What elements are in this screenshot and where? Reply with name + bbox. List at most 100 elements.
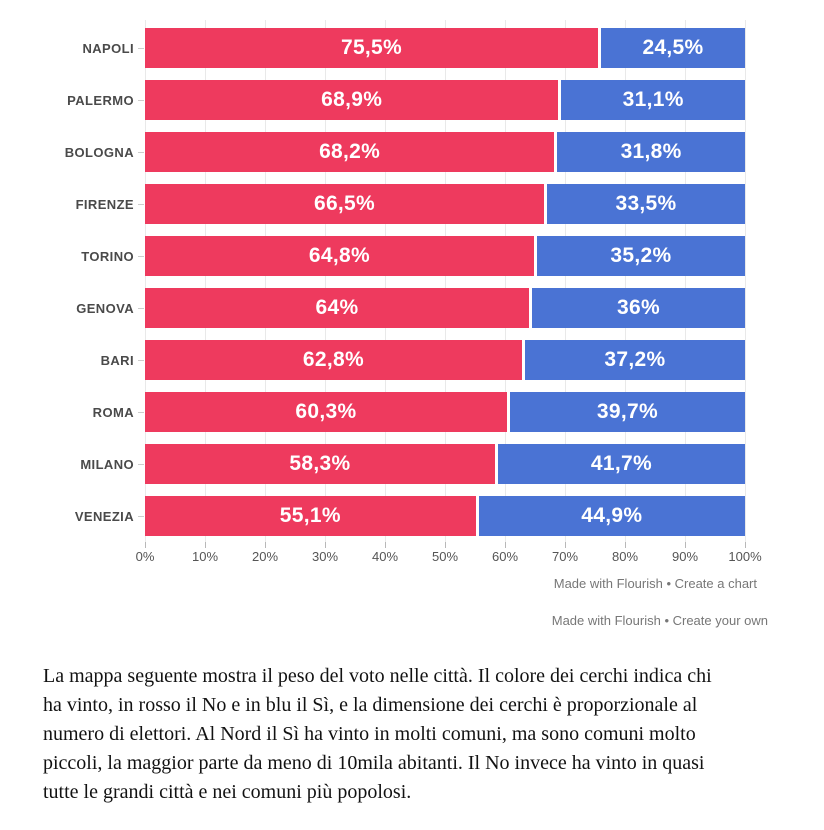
bar-segment-no[interactable]: 58,3%: [145, 444, 495, 484]
x-axis: 0% 10% 20% 30% 40% 50% 60% 70% 80% 90% 100%: [136, 542, 762, 568]
gridline: [505, 20, 506, 542]
bar-segment-si[interactable]: 41,7%: [494, 444, 745, 484]
bar-segment-no[interactable]: 68,2%: [145, 132, 555, 172]
gridline: [685, 20, 686, 542]
category-label: FIRENZE: [76, 184, 145, 224]
bar-value-label: 39,7%: [596, 400, 658, 423]
axis-tick-label: 20%: [251, 549, 279, 564]
category-label-text: MILANO: [80, 456, 134, 472]
bar-segment-si[interactable]: 35,2%: [533, 236, 745, 276]
bar-value-label: 68,2%: [319, 140, 381, 163]
category-label: VENEZIA: [75, 496, 145, 536]
axis-tick-label: 0%: [135, 549, 155, 564]
stacked-bar-chart: NAPOLI 75,5% 24,5% PALERMO 68,9% 31,1% BOLOGNA…: [65, 20, 762, 568]
bar-segment-no[interactable]: 62,8%: [145, 340, 522, 380]
category-tick-dash: [138, 47, 144, 49]
bar-rows: NAPOLI 75,5% 24,5% PALERMO 68,9% 31,1% BOLOGNA…: [65, 28, 745, 536]
axis-tick-label: 10%: [191, 549, 219, 564]
bar-value-label: 24,5%: [642, 36, 704, 59]
axis-tick: [385, 542, 386, 548]
category-label-text: NAPOLI: [82, 40, 134, 56]
category-tick-dash: [138, 307, 144, 309]
bar-value-label: 35,2%: [610, 244, 672, 267]
bar-value-label: 41,7%: [590, 452, 652, 475]
axis-tick: [325, 542, 326, 548]
bar-segment-no[interactable]: 64,8%: [145, 236, 534, 276]
category-label: MILANO: [80, 444, 145, 484]
bar-value-label: 55,1%: [279, 504, 341, 527]
bar-value-label: 31,1%: [622, 88, 684, 111]
category-tick-dash: [138, 515, 144, 517]
axis-tick-label: 50%: [431, 549, 459, 564]
paragraph-line: numero di elettori. Al Nord il Sì ha vin…: [43, 723, 696, 745]
axis-tick: [265, 542, 266, 548]
bar-value-label: 37,2%: [604, 348, 666, 371]
axis-tick: [205, 542, 206, 548]
bar-row: VENEZIA 55,1% 44,9%: [75, 496, 745, 536]
axis-tick: [685, 542, 686, 548]
bar-value-label: 33,5%: [615, 192, 677, 215]
bar-segment-no[interactable]: 75,5%: [145, 28, 598, 68]
axis-tick-label: 30%: [311, 549, 339, 564]
category-tick-dash: [138, 411, 144, 413]
bar-segment-si[interactable]: 24,5%: [598, 28, 745, 68]
gridlines: [145, 20, 746, 542]
category-label-text: ROMA: [92, 404, 134, 420]
bar-value-label: 44,9%: [581, 504, 643, 527]
category-tick-dash: [138, 463, 144, 465]
bar-row: PALERMO 68,9% 31,1%: [67, 80, 745, 120]
flourish-caption-link[interactable]: Made with Flourish • Create your own: [551, 613, 768, 628]
category-tick-dash: [138, 359, 144, 361]
category-tick-dash: [138, 203, 144, 205]
axis-tick: [625, 542, 626, 548]
category-label: PALERMO: [67, 80, 145, 120]
bar-value-label: 36%: [617, 296, 660, 319]
bar-segment-si[interactable]: 33,5%: [544, 184, 745, 224]
bar-value-label: 68,9%: [321, 88, 383, 111]
bar-segment-no[interactable]: 66,5%: [145, 184, 544, 224]
category-label-text: BARI: [100, 352, 134, 368]
bar-segment-si[interactable]: 31,1%: [558, 80, 745, 120]
plot-area: NAPOLI 75,5% 24,5% PALERMO 68,9% 31,1% BOLOGNA…: [65, 20, 746, 542]
bar-segment-si[interactable]: 31,8%: [554, 132, 745, 172]
axis-tick: [565, 542, 566, 548]
bar-row: ROMA 60,3% 39,7%: [93, 392, 745, 432]
bar-value-label: 31,8%: [620, 140, 682, 163]
gridline: [205, 20, 206, 542]
bar-value-label: 64%: [315, 296, 359, 319]
bar-value-label: 62,8%: [302, 348, 364, 371]
axis-tick: [505, 542, 506, 548]
bar-segment-no[interactable]: 64%: [145, 288, 529, 328]
axis-tick-label: 60%: [491, 549, 519, 564]
category-label: TORINO: [81, 236, 145, 276]
axis-tick-label: 70%: [551, 549, 579, 564]
body-paragraph: La mappa seguente mostra il peso del vot…: [43, 662, 794, 807]
bar-segment-no[interactable]: 55,1%: [145, 496, 476, 536]
bar-segment-si[interactable]: 44,9%: [475, 496, 745, 536]
category-label-text: VENEZIA: [74, 508, 134, 524]
axis-tick: [145, 542, 146, 548]
bar-row: GENOVA 64% 36%: [76, 288, 745, 328]
category-label: BOLOGNA: [65, 132, 145, 172]
flourish-credit-link[interactable]: Made with Flourish • Create a chart: [553, 576, 757, 591]
axis-tick: [745, 542, 746, 548]
gridline: [625, 20, 626, 542]
bar-segment-no[interactable]: 60,3%: [145, 392, 507, 432]
bar-segment-si[interactable]: 37,2%: [521, 340, 745, 380]
axis-tick: [445, 542, 446, 548]
category-tick-dash: [138, 151, 144, 153]
bar-value-label: 75,5%: [340, 36, 403, 59]
bar-segment-no[interactable]: 68,9%: [145, 80, 559, 120]
category-label: BARI: [101, 340, 145, 380]
paragraph-line: piccoli, la maggior parte da meno di 10m…: [43, 752, 705, 774]
axis-tick-label: 100%: [728, 549, 762, 564]
category-label-text: FIRENZE: [75, 196, 134, 212]
bar-value-label: 64,8%: [308, 244, 370, 267]
category-label-text: PALERMO: [67, 92, 134, 108]
bar-value-label: 58,3%: [289, 452, 351, 475]
bar-segment-si[interactable]: 36%: [529, 288, 745, 328]
bar-segment-si[interactable]: 39,7%: [506, 392, 745, 432]
category-label-text: BOLOGNA: [64, 144, 134, 160]
bar-value-label: 60,3%: [295, 400, 357, 423]
bar-row: NAPOLI 75,5% 24,5%: [82, 28, 745, 68]
